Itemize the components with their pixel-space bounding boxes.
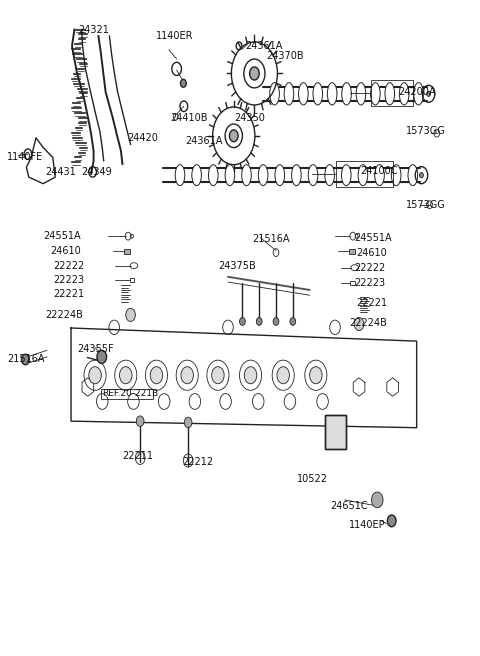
- Text: REF.20-221B: REF.20-221B: [102, 389, 158, 398]
- Text: 22223: 22223: [53, 275, 84, 285]
- Text: 21516A: 21516A: [252, 234, 289, 245]
- Ellipse shape: [375, 165, 384, 186]
- Ellipse shape: [325, 165, 335, 186]
- Circle shape: [184, 417, 192, 428]
- Circle shape: [240, 318, 245, 325]
- Text: 24610: 24610: [357, 248, 387, 258]
- Ellipse shape: [242, 165, 252, 186]
- Circle shape: [387, 515, 396, 527]
- Circle shape: [181, 367, 193, 384]
- Bar: [101, 389, 153, 399]
- Ellipse shape: [275, 165, 285, 186]
- Text: 22221: 22221: [357, 298, 388, 308]
- Text: 24610: 24610: [50, 246, 81, 256]
- Ellipse shape: [414, 83, 423, 105]
- Bar: [325, 415, 346, 449]
- Ellipse shape: [408, 165, 418, 186]
- Ellipse shape: [327, 83, 337, 105]
- Text: 24370B: 24370B: [266, 51, 304, 61]
- Circle shape: [89, 367, 101, 384]
- Text: 22223: 22223: [354, 278, 385, 289]
- Circle shape: [290, 318, 296, 325]
- Text: 21516A: 21516A: [7, 354, 45, 365]
- Text: 22222: 22222: [354, 262, 385, 273]
- Ellipse shape: [341, 165, 351, 186]
- Ellipse shape: [291, 165, 301, 186]
- Circle shape: [310, 367, 322, 384]
- Ellipse shape: [130, 262, 138, 269]
- Bar: [349, 249, 355, 254]
- Text: 22222: 22222: [53, 260, 84, 271]
- Ellipse shape: [385, 83, 395, 105]
- Ellipse shape: [258, 165, 268, 186]
- Ellipse shape: [208, 165, 218, 186]
- Ellipse shape: [270, 83, 279, 105]
- Ellipse shape: [175, 165, 185, 186]
- Circle shape: [427, 91, 431, 96]
- Circle shape: [22, 354, 29, 365]
- Ellipse shape: [371, 83, 380, 105]
- Circle shape: [229, 130, 238, 142]
- Ellipse shape: [356, 83, 366, 105]
- Ellipse shape: [192, 165, 202, 186]
- Ellipse shape: [284, 83, 294, 105]
- Text: 24200A: 24200A: [398, 87, 436, 97]
- Text: 24349: 24349: [82, 167, 112, 177]
- Ellipse shape: [391, 165, 401, 186]
- Text: 10522: 10522: [297, 474, 328, 484]
- Bar: [336, 161, 393, 187]
- Circle shape: [372, 492, 383, 508]
- Text: 1140FE: 1140FE: [7, 152, 44, 163]
- Circle shape: [180, 79, 186, 87]
- Text: 1140ER: 1140ER: [156, 31, 194, 41]
- Ellipse shape: [225, 165, 235, 186]
- Text: 22224B: 22224B: [349, 318, 387, 328]
- Text: 24361A: 24361A: [185, 136, 222, 146]
- Text: 22212: 22212: [182, 457, 214, 468]
- Ellipse shape: [358, 165, 368, 186]
- Circle shape: [136, 416, 144, 426]
- Circle shape: [354, 318, 364, 331]
- Circle shape: [244, 367, 257, 384]
- Text: 22211: 22211: [122, 451, 154, 461]
- Circle shape: [97, 350, 107, 363]
- Text: 24355F: 24355F: [77, 344, 113, 354]
- Circle shape: [273, 318, 279, 325]
- Text: 22224B: 22224B: [46, 310, 84, 320]
- Circle shape: [250, 67, 259, 80]
- Ellipse shape: [299, 83, 308, 105]
- Bar: [325, 415, 346, 449]
- Ellipse shape: [351, 264, 359, 270]
- Circle shape: [120, 367, 132, 384]
- Text: 1573GG: 1573GG: [406, 199, 445, 210]
- Text: 24350: 24350: [234, 113, 265, 123]
- Text: 24551A: 24551A: [354, 233, 392, 243]
- Text: 24100C: 24100C: [360, 165, 397, 176]
- Text: 24410B: 24410B: [170, 113, 208, 123]
- Text: 24375B: 24375B: [218, 260, 256, 271]
- Text: 24651C: 24651C: [330, 501, 368, 512]
- Text: 1140EP: 1140EP: [349, 520, 386, 530]
- Text: 24551A: 24551A: [43, 231, 81, 241]
- Bar: [130, 278, 134, 282]
- Text: 22221: 22221: [53, 289, 84, 299]
- Circle shape: [277, 367, 289, 384]
- Ellipse shape: [313, 83, 323, 105]
- Ellipse shape: [308, 165, 318, 186]
- Circle shape: [212, 367, 224, 384]
- Circle shape: [256, 318, 262, 325]
- Bar: [350, 281, 355, 285]
- Text: 24420: 24420: [127, 133, 158, 143]
- Text: 1573GG: 1573GG: [406, 126, 445, 136]
- Circle shape: [420, 173, 423, 178]
- Text: 24361A: 24361A: [245, 41, 282, 51]
- Text: 24321: 24321: [78, 24, 109, 35]
- Bar: [124, 249, 130, 254]
- Circle shape: [126, 308, 135, 321]
- Text: 24431: 24431: [46, 167, 76, 177]
- Ellipse shape: [342, 83, 351, 105]
- Bar: [371, 80, 413, 106]
- Circle shape: [150, 367, 163, 384]
- Ellipse shape: [399, 83, 409, 105]
